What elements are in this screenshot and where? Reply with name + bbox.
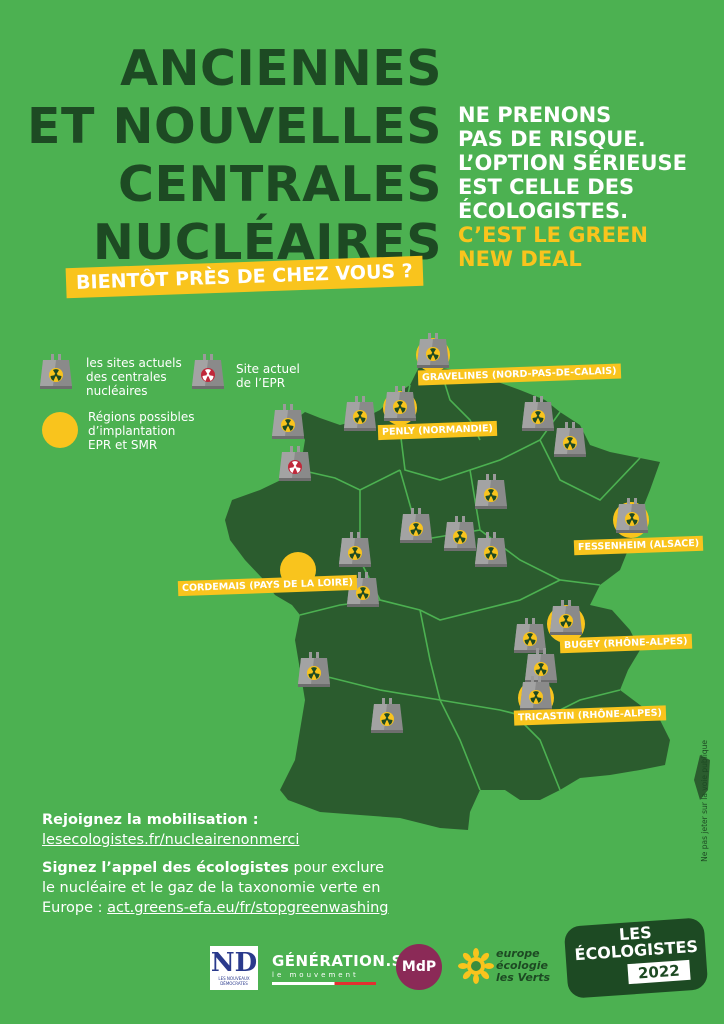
title-line-3: CENTRALES xyxy=(117,156,442,213)
call-to-action: Rejoignez la mobilisation : lesecologist… xyxy=(42,810,442,918)
slogan-line-2: PAS DE RISQUE. xyxy=(458,127,646,151)
slogan-highlight-2: NEW DEAL xyxy=(458,247,582,271)
sign-line-2: le nucléaire et le gaz de la taxonomie v… xyxy=(42,880,381,896)
eelv-logo[interactable]: europe écologie les Verts xyxy=(458,948,550,984)
mdp-logo[interactable]: MdP xyxy=(396,944,442,990)
slogan-line-1: NE PRENONS xyxy=(458,103,612,127)
slogan-line-3: L’OPTION SÉRIEUSE xyxy=(458,151,687,175)
slogan: NE PRENONS PAS DE RISQUE. L’OPTION SÉRIE… xyxy=(458,103,718,271)
sign-prefix: Europe : xyxy=(42,900,108,916)
sign-link[interactable]: act.greens-efa.eu/fr/stopgreenwashing xyxy=(107,900,389,916)
legend-possible-regions: Régions possibles d’implantation EPR et … xyxy=(88,410,195,452)
slogan-highlight-1: C’EST LE GREEN xyxy=(458,223,648,247)
les-ecologistes-logo[interactable]: LES ÉCOLOGISTES 2022 xyxy=(563,917,709,999)
legend-current-sites: les sites actuels des centrales nucléair… xyxy=(86,356,182,398)
poster-title: ANCIENNES ET NOUVELLES CENTRALES NUCLÉAI… xyxy=(20,40,442,272)
title-line-2: ET NOUVELLES xyxy=(26,98,442,155)
sunflower-icon xyxy=(458,948,494,984)
legend-epr-site: Site actuel de l’EPR xyxy=(236,362,300,390)
corsica-shape xyxy=(694,755,710,800)
sign-rest: pour exclure xyxy=(288,860,385,876)
nouveaux-democrates-logo[interactable]: ND LES NOUVEAUX DÉMOCRATES xyxy=(210,946,258,990)
title-line-1: ANCIENNES xyxy=(120,40,442,97)
disposal-note: Ne pas jeter sur la voie publique xyxy=(700,740,709,862)
slogan-line-5: ÉCOLOGISTES. xyxy=(458,199,629,223)
join-label: Rejoignez la mobilisation : xyxy=(42,812,259,828)
legend-icons xyxy=(40,354,224,448)
generations-logo[interactable]: GÉNÉRATION.S le mouvement xyxy=(272,952,403,985)
slogan-line-4: EST CELLE DES xyxy=(458,175,635,199)
sign-bold: Signez l’appel des écologistes xyxy=(42,860,289,876)
join-link[interactable]: lesecologistes.fr/nucleairenonmerci xyxy=(42,832,300,848)
